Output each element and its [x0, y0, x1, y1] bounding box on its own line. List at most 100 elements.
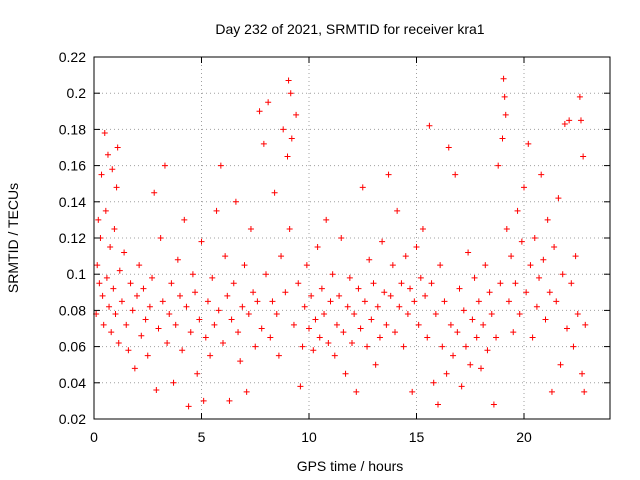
- data-point: [94, 262, 101, 269]
- data-point: [278, 253, 285, 260]
- data-point: [482, 262, 489, 269]
- chart-title: Day 232 of 2021, SRMTID for receiver kra…: [215, 21, 484, 37]
- data-point: [462, 343, 469, 350]
- data-point: [374, 303, 381, 310]
- data-point: [110, 285, 117, 292]
- x-axis-label: GPS time / hours: [297, 458, 404, 474]
- data-point: [415, 321, 422, 328]
- data-point: [538, 171, 545, 178]
- data-point: [394, 207, 401, 214]
- data-point: [230, 280, 237, 287]
- data-point: [475, 298, 482, 305]
- data-point: [370, 280, 377, 287]
- data-point: [204, 298, 211, 305]
- data-point: [576, 93, 583, 100]
- data-point: [136, 262, 143, 269]
- data-point: [531, 235, 538, 241]
- data-point: [473, 334, 480, 341]
- data-point: [215, 307, 222, 314]
- data-point: [439, 343, 446, 350]
- data-point: [437, 262, 444, 269]
- data-point: [290, 321, 297, 328]
- data-point: [580, 153, 587, 160]
- data-point: [286, 225, 293, 232]
- data-point: [392, 329, 398, 336]
- data-point: [102, 207, 109, 214]
- data-point: [196, 316, 203, 323]
- data-point: [109, 166, 116, 173]
- data-point: [312, 316, 319, 323]
- data-point: [579, 370, 586, 377]
- data-point: [336, 292, 343, 299]
- data-point: [265, 99, 272, 106]
- data-point: [381, 289, 388, 296]
- data-point: [151, 189, 158, 196]
- data-point: [149, 274, 156, 281]
- data-point: [428, 280, 435, 287]
- data-point: [529, 334, 536, 341]
- data-point: [344, 303, 351, 310]
- data-point: [194, 370, 201, 377]
- data-point: [174, 256, 181, 263]
- data-point: [564, 325, 570, 332]
- data-point: [142, 316, 149, 323]
- y-tick-label: 0.02: [59, 411, 86, 427]
- data-point: [349, 339, 355, 346]
- data-point: [104, 151, 111, 158]
- data-point: [280, 126, 287, 133]
- data-point: [499, 135, 506, 142]
- data-point: [129, 307, 136, 314]
- data-point: [523, 289, 530, 296]
- data-point: [99, 292, 106, 299]
- data-point: [542, 316, 549, 323]
- data-point: [366, 256, 373, 263]
- data-point: [314, 244, 321, 251]
- data-point: [146, 303, 153, 310]
- data-point: [413, 244, 420, 251]
- data-point: [478, 365, 484, 372]
- data-point: [430, 379, 437, 386]
- data-point: [157, 235, 164, 241]
- data-point: [177, 292, 183, 299]
- data-point: [400, 343, 407, 350]
- data-point: [577, 117, 584, 124]
- data-point: [525, 140, 532, 147]
- data-point: [310, 347, 317, 354]
- data-point: [293, 111, 300, 118]
- data-point: [353, 388, 360, 395]
- data-point: [452, 171, 459, 178]
- data-point: [299, 343, 306, 350]
- data-point: [275, 352, 282, 359]
- data-point: [189, 271, 196, 278]
- data-point: [351, 311, 358, 318]
- data-point: [572, 253, 579, 260]
- data-point: [460, 307, 467, 314]
- data-point: [170, 379, 177, 386]
- data-point: [402, 253, 409, 260]
- data-point: [359, 184, 366, 191]
- data-point: [501, 93, 508, 100]
- data-point: [424, 334, 431, 341]
- data-point: [488, 311, 495, 318]
- data-point: [127, 280, 134, 287]
- data-point: [187, 329, 194, 336]
- data-point: [544, 216, 551, 223]
- data-point: [166, 311, 173, 318]
- data-point: [303, 262, 310, 269]
- data-point: [518, 238, 525, 245]
- data-point: [247, 225, 254, 232]
- data-point: [321, 311, 328, 318]
- data-point: [213, 207, 220, 214]
- data-point: [338, 235, 345, 241]
- data-point: [161, 162, 168, 169]
- data-point: [226, 397, 233, 404]
- data-point: [409, 388, 416, 395]
- data-point: [574, 311, 581, 318]
- data-point: [458, 383, 465, 390]
- data-point: [469, 316, 476, 323]
- data-point: [235, 329, 242, 336]
- data-point: [323, 216, 330, 223]
- y-tick-label: 0.2: [67, 85, 87, 101]
- data-point: [181, 216, 188, 223]
